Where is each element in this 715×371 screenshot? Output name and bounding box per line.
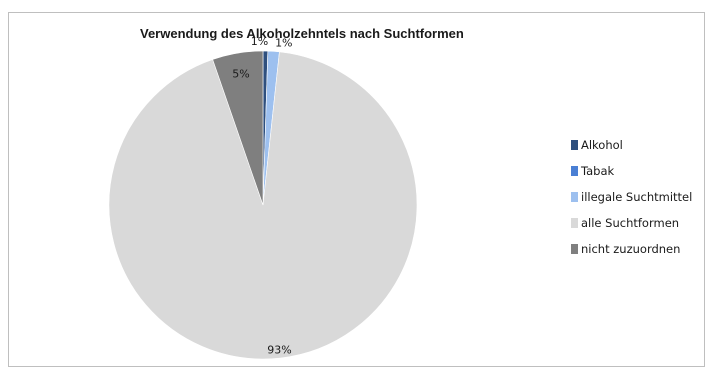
pie-data-labels: 1% 1% 93% 5%: [232, 35, 292, 356]
legend-label-nicht-zuzuordnen: nicht zuzuordnen: [581, 241, 681, 256]
legend-swatch-tabak: [571, 165, 578, 176]
legend-item-nicht-zuzuordnen: nicht zuzuordnen: [571, 237, 692, 260]
data-label-illegale-suchtmittel: 1%: [275, 36, 292, 49]
pie-slice-alle-suchtformen: [108, 51, 418, 360]
legend: Alkohol Tabak illegale Suchtmittel alle …: [571, 133, 692, 263]
chart-title: Verwendung des Alkoholzehntels nach Such…: [140, 26, 464, 41]
legend-swatch-alkohol: [571, 139, 578, 150]
legend-item-tabak: Tabak: [571, 159, 692, 182]
legend-label-tabak: Tabak: [581, 163, 615, 178]
legend-label-alkohol: Alkohol: [581, 137, 623, 152]
legend-swatch-alle-suchtformen: [571, 217, 578, 228]
data-label-nicht-zuzuordnen: 5%: [232, 67, 249, 80]
legend-item-alle-suchtformen: alle Suchtformen: [571, 211, 692, 234]
pie-slice-nicht-zuzuordnen: [212, 50, 264, 206]
legend-swatch-nicht-zuzuordnen: [571, 243, 578, 254]
legend-swatch-illegale-suchtmittel: [571, 191, 578, 202]
pie-slices: [108, 50, 418, 360]
data-label-alkohol: 1%: [251, 35, 268, 48]
legend-item-illegale-suchtmittel: illegale Suchtmittel: [571, 185, 692, 208]
legend-label-illegale-suchtmittel: illegale Suchtmittel: [581, 189, 693, 204]
legend-item-alkohol: Alkohol: [571, 133, 692, 156]
data-label-alle-suchtformen: 93%: [267, 343, 291, 356]
legend-label-alle-suchtformen: alle Suchtformen: [581, 215, 680, 230]
